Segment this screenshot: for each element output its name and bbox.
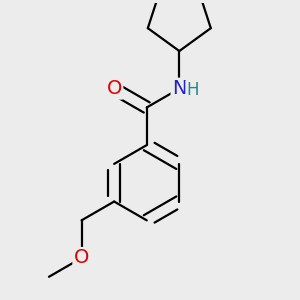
Text: O: O [74,248,89,268]
Text: N: N [172,79,187,98]
Text: O: O [106,79,122,98]
Text: H: H [187,81,199,99]
